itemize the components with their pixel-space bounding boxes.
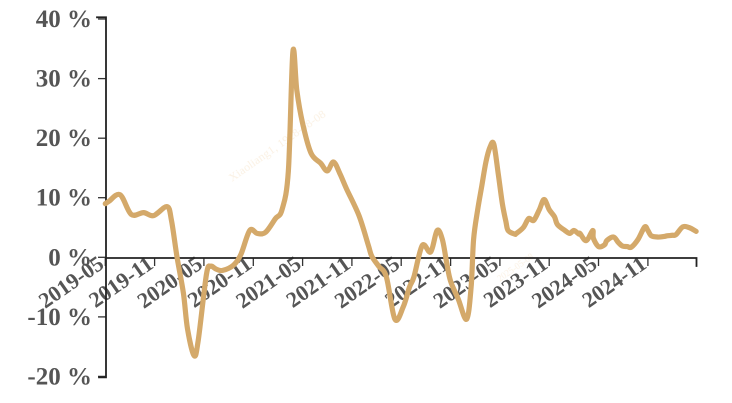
svg-text:10 %: 10 % [36, 185, 92, 212]
svg-text:30 %: 30 % [36, 66, 92, 93]
svg-text:20 %: 20 % [36, 125, 92, 152]
svg-text:-10 %: -10 % [27, 304, 92, 331]
svg-text:40 %: 40 % [36, 6, 92, 33]
svg-text:-20 %: -20 % [27, 363, 92, 390]
